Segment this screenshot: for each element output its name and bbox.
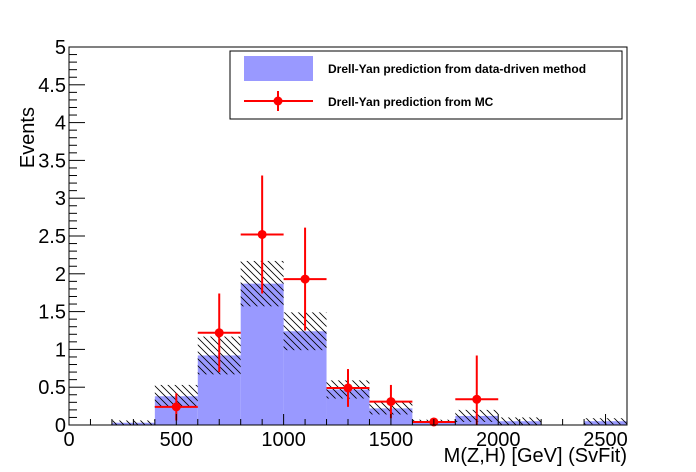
x-tick-label: 1500	[369, 429, 414, 451]
legend-swatch-mc-marker	[273, 96, 283, 106]
x-tick-label: 2500	[583, 429, 628, 451]
mc-point-marker	[343, 383, 353, 393]
mc-point-marker	[257, 229, 267, 239]
mc-point-marker	[171, 402, 181, 412]
mc-point	[369, 384, 413, 419]
y-tick-label: 3.5	[38, 150, 66, 172]
mc-point-marker	[472, 394, 482, 404]
legend: Drell-Yan prediction from data-driven me…	[229, 50, 623, 120]
y-tick-label: 3	[55, 188, 66, 210]
mc-point	[240, 175, 284, 294]
x-tick-label: 2000	[476, 429, 521, 451]
y-tick-label: 2	[55, 264, 66, 286]
mc-point-marker	[300, 274, 310, 284]
mc-point-marker	[386, 397, 396, 407]
y-tick-label: 5	[55, 37, 66, 59]
x-tick-label: 500	[160, 429, 193, 451]
x-axis: 0 500 1000 1500 2000 2500	[63, 414, 628, 451]
y-axis: 0 0.5 1 1.5 2 2.5 3 3.5 4 4.5 5	[38, 37, 85, 437]
mc-point	[455, 355, 499, 425]
y-tick-label: 4	[55, 113, 66, 135]
histogram-uncertainty	[111, 260, 627, 425]
x-axis-title: M(Z,H) [GeV] (SvFit)	[444, 445, 627, 467]
y-tick-label: 4.5	[38, 75, 66, 97]
mc-point	[197, 293, 241, 373]
legend-swatch-data-driven	[244, 56, 313, 81]
mc-points	[154, 175, 499, 427]
y-tick-label: 1	[55, 339, 66, 361]
y-tick-label: 2.5	[38, 226, 66, 248]
legend-label-mc: Drell-Yan prediction from MC	[328, 95, 494, 109]
y-tick-label: 0	[55, 415, 66, 437]
x-tick-label: 1000	[261, 429, 306, 451]
y-tick-label: 1.5	[38, 302, 66, 324]
histogram-bar	[240, 283, 284, 425]
y-axis-title: Events	[17, 107, 39, 168]
mc-point	[283, 227, 327, 331]
mc-point-marker	[214, 328, 224, 338]
legend-label-data-driven: Drell-Yan prediction from data-driven me…	[328, 62, 586, 76]
x-tick-label: 0	[63, 429, 74, 451]
y-tick-label: 0.5	[38, 377, 66, 399]
mc-point	[326, 369, 370, 407]
